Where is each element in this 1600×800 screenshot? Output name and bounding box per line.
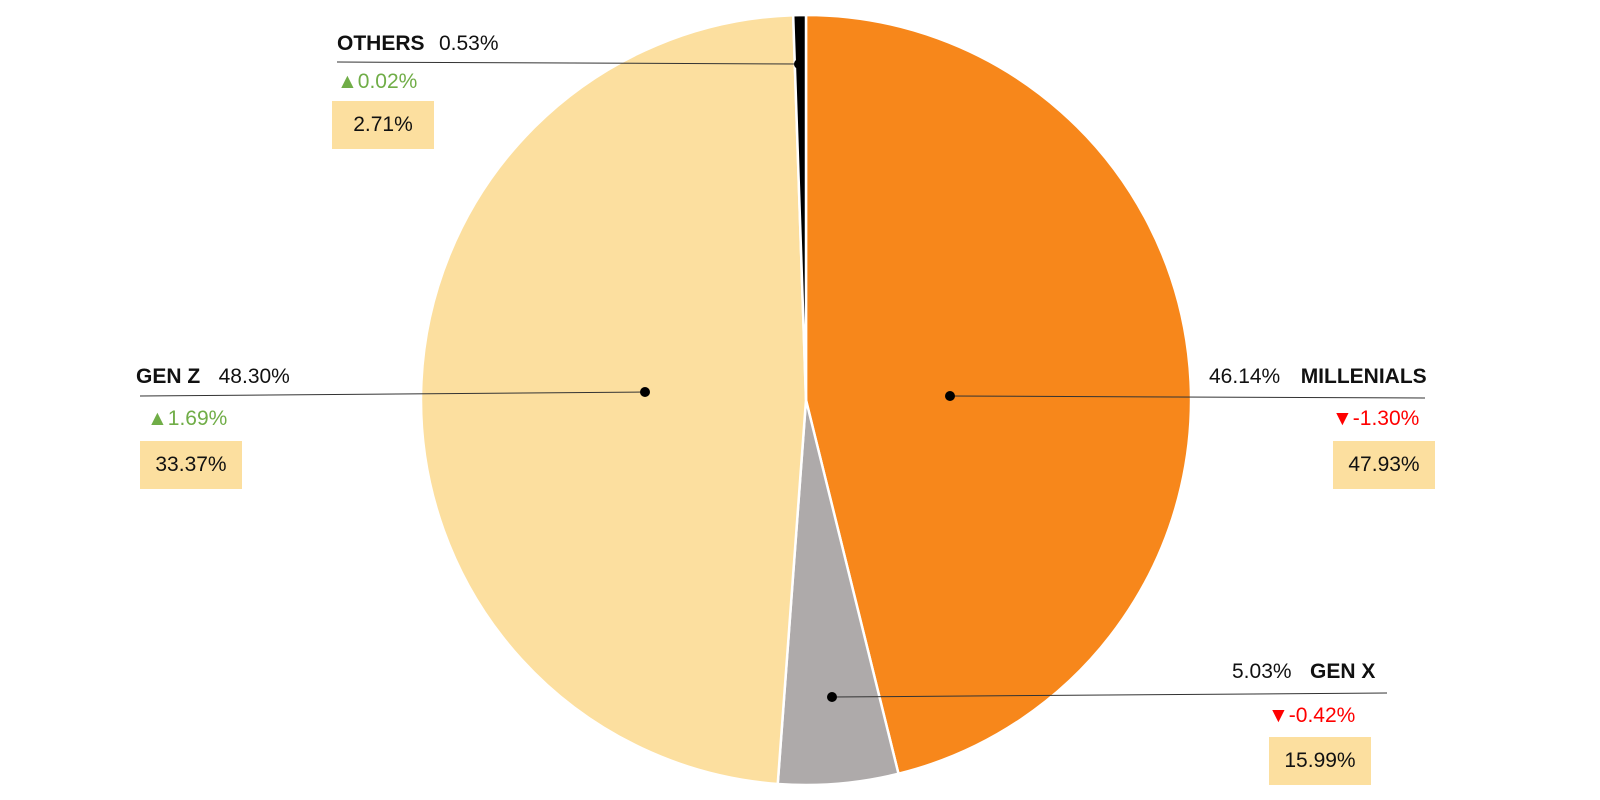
down-triangle-icon: ▼ (1268, 704, 1289, 727)
down-triangle-icon: ▼ (1332, 407, 1353, 430)
slice-name-gen-z: GEN Z (136, 365, 201, 388)
slice-name-others: OTHERS (337, 32, 425, 55)
leader-line-gen-z (139, 391, 646, 397)
slice-name-gen-x: GEN X (1310, 660, 1376, 683)
up-triangle-icon: ▲ (147, 407, 168, 430)
change-others: ▲0.02% (337, 70, 418, 93)
box-value-gen-z: 33.37% (140, 441, 242, 489)
leader-line-gen-x (831, 692, 1388, 698)
change-gen-x: ▼-0.42% (1268, 704, 1356, 727)
up-triangle-icon: ▲ (337, 70, 358, 93)
change-millenials: ▼-1.30% (1332, 407, 1420, 430)
pie-slice-gen-z (419, 13, 808, 786)
leader-line-millenials (949, 395, 1426, 399)
box-value-others: 2.71% (332, 101, 434, 149)
leader-dot-millenials (945, 391, 955, 401)
slice-percent-gen-z: 48.30% (218, 365, 290, 388)
box-value-millenials: 47.93% (1333, 441, 1435, 489)
slice-percent-millenials: 46.14% (1209, 365, 1281, 388)
box-value-gen-x: 15.99% (1269, 737, 1371, 785)
leader-dot-gen-z (640, 387, 650, 397)
leader-line-others (336, 61, 800, 65)
change-gen-z: ▲1.69% (147, 407, 228, 430)
slice-percent-gen-x: 5.03% (1232, 660, 1292, 683)
slice-name-millenials: MILLENIALS (1300, 365, 1427, 388)
pie-slice-others (791, 13, 808, 401)
leader-dot-gen-x (827, 692, 837, 702)
slice-percent-others: 0.53% (438, 32, 499, 55)
pie-slice-millenials (804, 13, 1193, 776)
leader-dot-others (794, 59, 804, 69)
